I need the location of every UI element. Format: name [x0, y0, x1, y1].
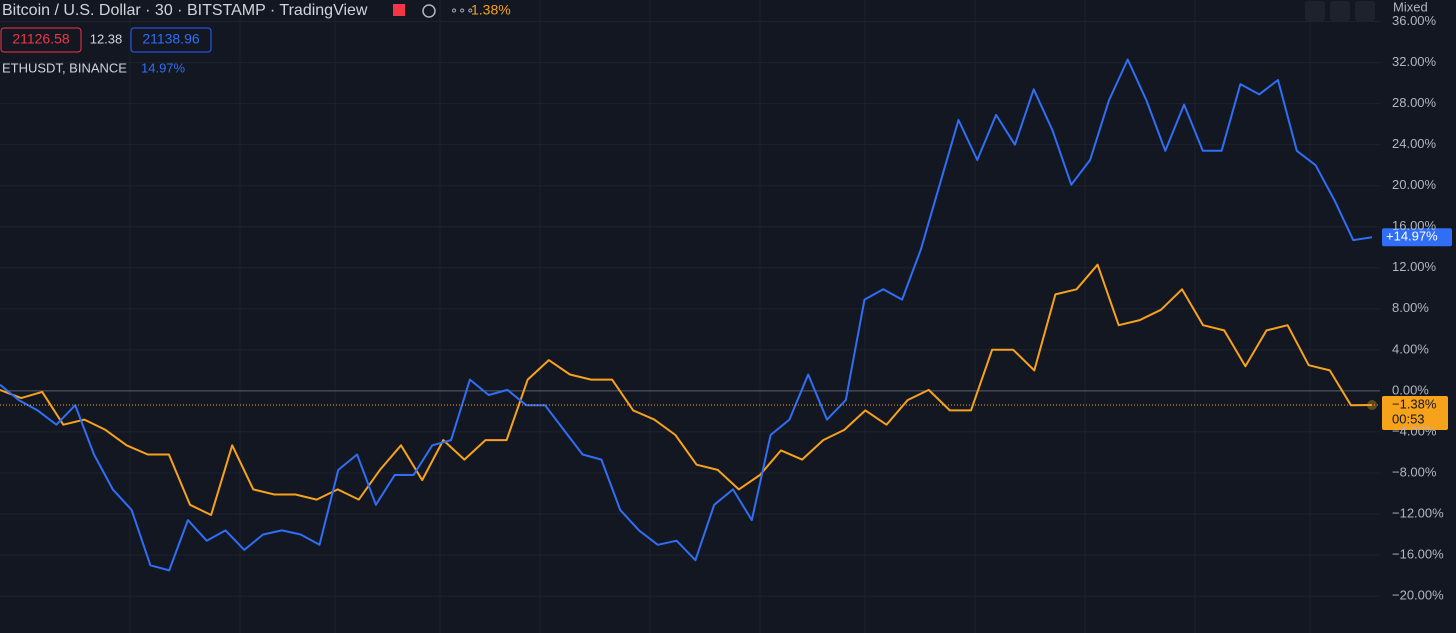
y-tick-label: 28.00%: [1392, 95, 1437, 110]
ask-box: [130, 27, 212, 53]
countdown: 00:53: [1392, 411, 1425, 426]
ask: 21138.96: [142, 31, 200, 47]
y-tick-label: 36.00%: [1392, 13, 1437, 28]
last-label: +14.97%: [1386, 229, 1438, 244]
eye-icon[interactable]: [422, 4, 436, 18]
y-tick-label: −4.00%: [1392, 423, 1437, 438]
scroll-button[interactable]: [1305, 1, 1325, 21]
legend-name: ETHUSDT, BINANCE: [2, 60, 127, 75]
flag-icon: [393, 4, 405, 16]
more-icon[interactable]: ∘∘∘: [450, 2, 474, 17]
last-label-box: [1382, 396, 1448, 431]
bid-box: [0, 27, 82, 53]
y-tick-label: 24.00%: [1392, 136, 1437, 151]
last-label: −1.38%: [1392, 396, 1437, 411]
y-tick-label: 8.00%: [1392, 300, 1429, 315]
reset-button[interactable]: [1355, 1, 1375, 21]
y-tick-label: 16.00%: [1392, 218, 1437, 233]
y-tick-label: −20.00%: [1392, 588, 1444, 603]
chart-title: Bitcoin / U.S. Dollar · 30 · BITSTAMP · …: [2, 2, 368, 19]
y-tick-label: 0.00%: [1392, 382, 1429, 397]
y-tick-label: −16.00%: [1392, 546, 1444, 561]
series-line: [0, 58, 1373, 572]
y-tick-label: 20.00%: [1392, 177, 1437, 192]
collapse-button[interactable]: [1330, 1, 1350, 21]
legend-value: 14.97%: [141, 60, 186, 75]
title-change: 1.38%: [471, 2, 511, 18]
y-tick-label: 32.00%: [1392, 54, 1437, 69]
y-tick-label: −12.00%: [1392, 505, 1444, 520]
last-label-box: [1382, 228, 1452, 247]
y-tick-label: −8.00%: [1392, 464, 1437, 479]
spread: 12.38: [90, 31, 123, 46]
y-tick-label: 12.00%: [1392, 259, 1437, 274]
y-tick-label: 4.00%: [1392, 341, 1429, 356]
last-point: [1367, 400, 1377, 411]
series-line: [0, 263, 1373, 516]
plot: [0, 58, 1452, 572]
bid: 21126.58: [12, 31, 70, 47]
grid: [0, 21, 1380, 597]
scale-mode[interactable]: Mixed: [1393, 0, 1428, 14]
